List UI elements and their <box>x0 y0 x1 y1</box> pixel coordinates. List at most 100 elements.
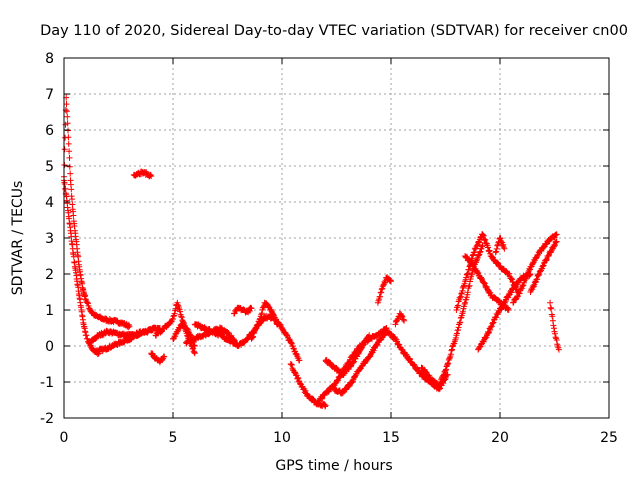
y-tick-label: 0 <box>45 339 54 355</box>
y-tick-label: 6 <box>45 123 54 139</box>
data-point <box>67 170 74 177</box>
data-point <box>457 319 464 326</box>
data-point <box>447 351 454 358</box>
y-tick-label: 1 <box>45 303 54 319</box>
x-tick-label: 5 <box>169 430 178 446</box>
data-point <box>293 351 300 358</box>
data-point <box>148 173 155 180</box>
data-point <box>65 134 72 141</box>
data-point <box>83 332 90 339</box>
data-point <box>508 289 515 296</box>
data-point <box>519 283 526 290</box>
data-point <box>465 266 472 273</box>
data-point <box>501 245 508 252</box>
data-point <box>464 270 471 277</box>
data-point <box>294 374 301 381</box>
y-tick-label: -2 <box>40 411 54 427</box>
data-point <box>464 289 471 296</box>
data-point <box>550 322 557 329</box>
data-point <box>288 361 295 368</box>
data-point <box>462 278 469 285</box>
data-point <box>505 307 512 313</box>
data-point <box>258 310 265 317</box>
data-point <box>84 335 91 342</box>
data-point <box>552 242 558 249</box>
y-tick-label: 8 <box>45 51 54 67</box>
data-point <box>401 317 408 324</box>
x-tick-label: 15 <box>382 430 400 446</box>
data-point <box>61 146 68 153</box>
data-point <box>170 313 177 320</box>
data-point <box>274 321 281 328</box>
data-point <box>539 263 546 270</box>
data-point <box>516 290 523 297</box>
data-point <box>474 242 481 249</box>
data-point <box>492 249 499 256</box>
y-tick-label: -1 <box>40 375 54 391</box>
data-point <box>459 308 466 315</box>
data-point <box>497 235 504 242</box>
data-point <box>184 326 191 333</box>
data-point <box>463 274 470 281</box>
data-point <box>486 247 493 254</box>
y-tick-label: 5 <box>45 159 54 175</box>
data-point <box>455 327 461 333</box>
data-point <box>364 337 370 343</box>
data-points <box>61 94 562 410</box>
data-point <box>406 355 413 362</box>
data-point <box>63 108 70 115</box>
y-tick-label: 3 <box>45 231 54 247</box>
data-point <box>549 313 556 320</box>
data-point <box>302 387 309 394</box>
data-point <box>366 332 373 339</box>
x-tick-label: 0 <box>60 430 69 446</box>
data-point <box>322 402 329 409</box>
data-point <box>273 316 279 323</box>
data-point <box>191 350 198 357</box>
data-point <box>66 163 73 170</box>
data-point <box>555 346 562 353</box>
data-point <box>388 278 394 285</box>
data-point <box>493 245 500 252</box>
data-point <box>172 305 179 312</box>
data-point <box>178 314 185 321</box>
x-axis-label: GPS time / hours <box>275 458 392 474</box>
data-point <box>161 353 168 360</box>
data-point <box>446 355 453 362</box>
data-point <box>68 186 75 193</box>
data-point <box>64 120 71 127</box>
data-point <box>70 212 77 219</box>
data-point <box>514 281 521 288</box>
data-point <box>84 299 91 306</box>
data-point <box>378 286 385 293</box>
grid-lines <box>64 58 609 418</box>
data-point <box>487 324 494 331</box>
data-point <box>66 148 73 155</box>
x-tick-label: 20 <box>491 430 509 446</box>
data-point <box>443 366 449 373</box>
data-point <box>65 140 72 147</box>
data-point <box>457 294 464 301</box>
data-point <box>400 316 407 323</box>
y-tick-label: 4 <box>45 195 54 211</box>
data-point <box>553 238 560 245</box>
data-point <box>70 253 77 260</box>
data-point <box>440 372 447 379</box>
data-point <box>191 343 198 349</box>
data-point <box>455 302 461 309</box>
data-point <box>485 244 491 251</box>
data-point <box>255 321 261 328</box>
data-point <box>171 310 178 317</box>
data-point <box>248 305 255 312</box>
data-point <box>453 330 460 337</box>
data-point <box>552 330 558 337</box>
data-point <box>360 342 367 349</box>
x-tick-label: 25 <box>600 430 618 446</box>
y-axis-label: SDTVAR / TECUs <box>10 181 26 296</box>
data-point <box>399 313 406 320</box>
data-point <box>287 361 294 367</box>
x-tick-label: 10 <box>273 430 291 446</box>
data-point <box>462 299 469 306</box>
data-point <box>479 243 485 250</box>
